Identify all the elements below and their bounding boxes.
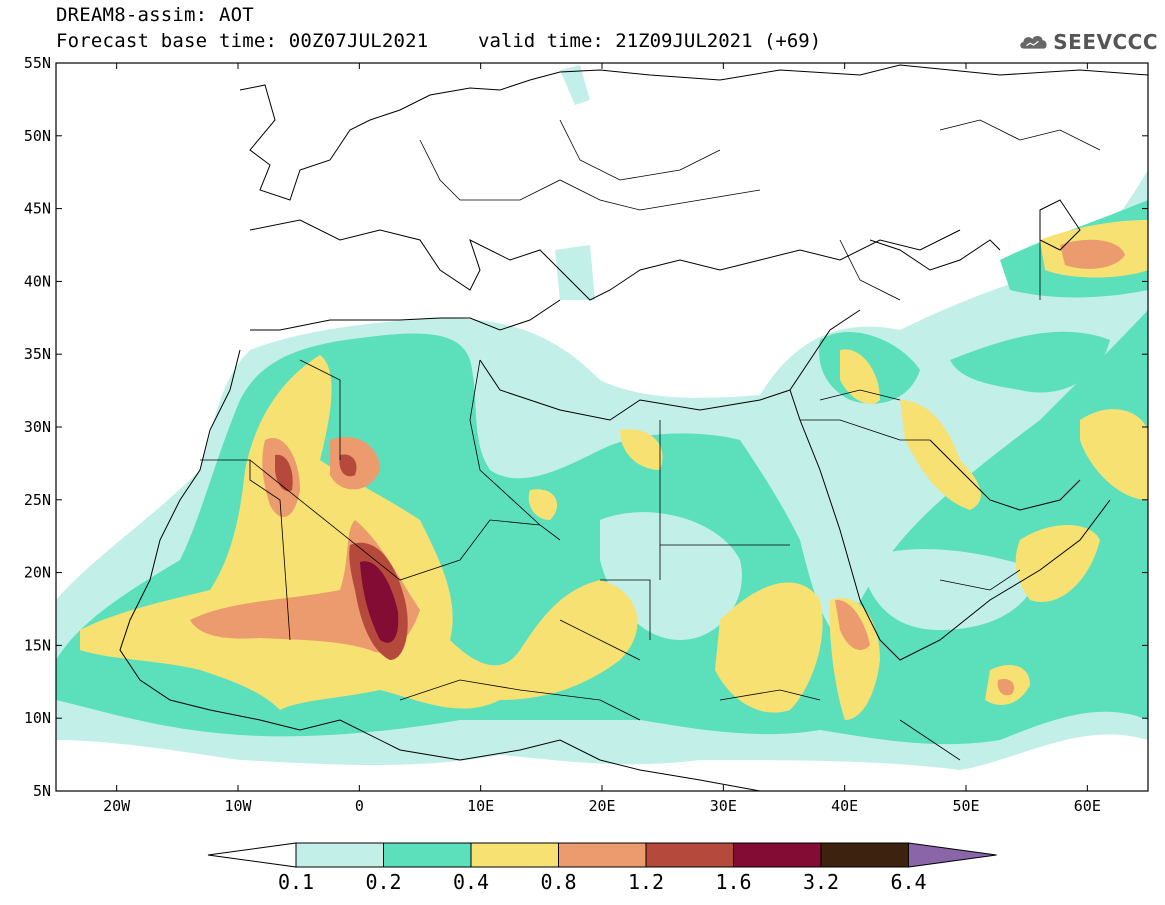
colorbar-segment bbox=[470, 842, 559, 868]
colorbar-label: 1.6 bbox=[715, 870, 751, 894]
aot-field bbox=[56, 63, 1148, 791]
lat-tick-label: 35N bbox=[24, 345, 51, 363]
lon-tick-label: 20W bbox=[103, 797, 131, 815]
colorbar-label: 0.2 bbox=[365, 870, 401, 894]
lon-tick-label: 50E bbox=[952, 797, 979, 815]
lat-tick-label: 45N bbox=[24, 200, 51, 218]
lat-tick-label: 5N bbox=[33, 782, 51, 800]
lat-tick-label: 30N bbox=[24, 418, 51, 436]
lon-tick-label: 10W bbox=[224, 797, 252, 815]
lat-tick-label: 40N bbox=[24, 272, 51, 290]
lat-tick-label: 25N bbox=[24, 491, 51, 509]
colorbar: 0.1 0.2 0.4 0.8 1.2 1.6 3.2 6.4 bbox=[207, 842, 997, 894]
forecast-base-time: Forecast base time: 00Z07JUL2021 bbox=[56, 30, 429, 52]
latitude-axis: 55N 50N 45N 40N 35N 30N 25N 20N 15N 10N 5N bbox=[24, 54, 1148, 800]
lat-tick-label: 20N bbox=[24, 564, 51, 582]
lon-tick-label: 60E bbox=[1074, 797, 1101, 815]
lat-tick-label: 15N bbox=[24, 636, 51, 654]
valid-time: valid time: 21Z09JUL2021 (+69) bbox=[478, 30, 822, 52]
colorbar-label: 0.4 bbox=[453, 870, 489, 894]
lon-tick-label: 0 bbox=[355, 797, 364, 815]
colorbar-low-arrow bbox=[207, 842, 297, 868]
colorbar-segment bbox=[383, 842, 472, 868]
colorbar-segment bbox=[295, 842, 384, 868]
colorbar-high-arrow bbox=[908, 842, 997, 868]
logo-text: SEEVCCC bbox=[1053, 30, 1158, 54]
aot-lighter-patches bbox=[500, 396, 1040, 640]
coastlines bbox=[119, 64, 1148, 791]
lat-tick-label: 50N bbox=[24, 127, 51, 145]
colorbar-segment bbox=[558, 842, 647, 868]
lon-tick-label: 30E bbox=[710, 797, 737, 815]
colorbar-segment bbox=[645, 842, 734, 868]
longitude-axis: 20W 10W 0 10E 20E 30E 40E 50E 60E bbox=[103, 63, 1101, 815]
colorbar-segment bbox=[733, 842, 822, 868]
seevccc-logo: SEEVCCC bbox=[1018, 22, 1158, 62]
colorbar-label: 0.1 bbox=[278, 870, 314, 894]
colorbar-segment bbox=[820, 842, 909, 868]
country-borders bbox=[200, 119, 1101, 761]
lon-tick-label: 10E bbox=[467, 797, 494, 815]
lat-tick-label: 55N bbox=[24, 54, 51, 72]
cloud-icon bbox=[1020, 35, 1047, 49]
lon-tick-label: 40E bbox=[831, 797, 858, 815]
colorbar-label: 3.2 bbox=[803, 870, 839, 894]
colorbar-label: 1.2 bbox=[628, 870, 664, 894]
colorbar-label: 6.4 bbox=[890, 870, 926, 894]
aot-band-1.6 bbox=[360, 561, 399, 643]
lon-tick-label: 20E bbox=[588, 797, 615, 815]
colorbar-label: 0.8 bbox=[540, 870, 576, 894]
map-title: DREAM8-assim: AOT bbox=[56, 4, 254, 26]
lat-tick-label: 10N bbox=[24, 709, 51, 727]
